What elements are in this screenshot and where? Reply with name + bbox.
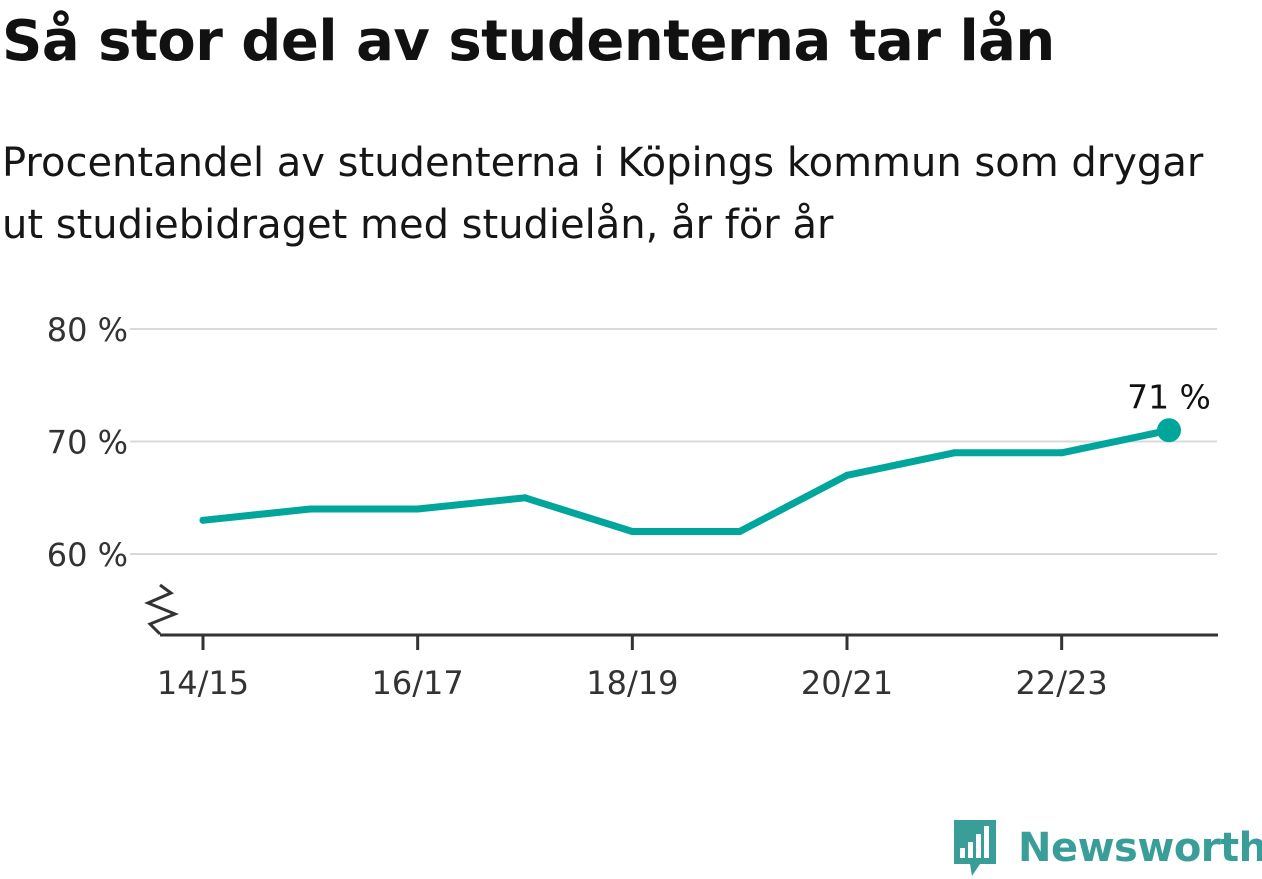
data-point [199,516,207,524]
end-point-marker [1157,418,1181,443]
data-point [1058,449,1066,457]
x-tick-label: 14/15 [157,664,249,702]
newsworthy-logo-icon [954,820,996,876]
logo-text: Newsworthy [1018,825,1262,871]
gridlines [130,328,1217,555]
x-axis: 14/15 16/17 18/19 20/21 22/23 [157,635,1108,702]
data-point [843,471,851,479]
end-value-label: 71 % [1127,377,1211,416]
data-point [736,528,744,535]
data-point [521,494,529,502]
axis-break-icon [144,583,180,636]
data-point [628,528,636,535]
data-points [199,418,1181,535]
x-tick-label: 22/23 [1016,664,1108,702]
y-tick-label: 60 % [47,536,128,574]
data-point [414,505,422,513]
data-point [950,449,958,457]
x-tick-label: 16/17 [372,664,464,702]
chart-subtitle: Procentandel av studenterna i Köpings ko… [2,140,1204,248]
y-axis-labels: 60 % 70 % 80 % [47,311,128,574]
series-line [199,426,1173,535]
x-tick-label: 18/19 [586,664,678,702]
y-tick-label: 70 % [47,424,128,462]
data-point [306,505,314,513]
newsworthy-logo: Newsworthy [950,818,1262,878]
y-tick-label: 80 % [47,311,128,349]
chart-title: Så stor del av studenterna tar lån [2,9,1055,74]
x-tick-label: 20/21 [801,664,893,702]
